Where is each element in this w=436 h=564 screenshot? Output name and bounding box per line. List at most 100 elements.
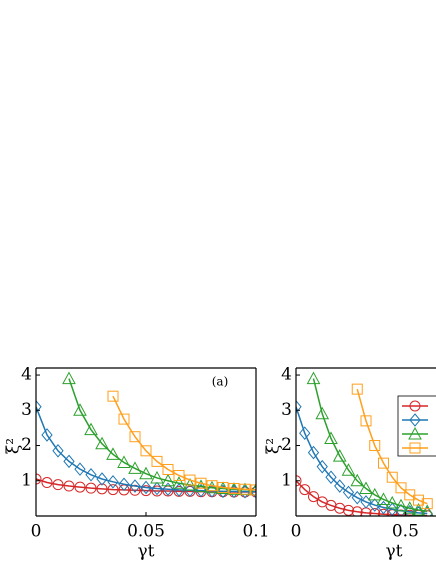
marker: [369, 440, 381, 452]
marker: [343, 504, 354, 516]
marker: [129, 431, 141, 443]
marker: [360, 415, 372, 427]
x-tick-label: 0.05: [127, 522, 165, 542]
marker: [376, 492, 391, 505]
marker: [63, 454, 75, 469]
marker: [296, 475, 302, 487]
marker: [239, 483, 251, 495]
marker: [161, 473, 175, 487]
y-tick-label: 3: [21, 400, 32, 420]
y-axis-label: ξ²: [4, 438, 24, 454]
marker: [296, 399, 302, 414]
marker: [140, 485, 152, 497]
marker: [308, 491, 319, 503]
marker: [205, 480, 219, 494]
marker: [139, 466, 153, 480]
marker: [150, 470, 164, 484]
series-line: [312, 378, 428, 513]
marker: [151, 455, 163, 467]
marker: [250, 484, 256, 496]
marker: [395, 509, 407, 516]
marker: [367, 487, 382, 501]
marker: [299, 426, 311, 440]
marker: [394, 498, 408, 512]
series-line: [36, 406, 256, 493]
marker: [342, 485, 355, 500]
marker: [413, 494, 424, 506]
marker: [332, 449, 347, 462]
marker: [386, 502, 398, 516]
marker: [183, 477, 197, 491]
marker: [341, 463, 356, 476]
marker: [129, 479, 141, 493]
marker: [36, 473, 42, 485]
marker: [41, 477, 53, 489]
marker: [162, 482, 174, 497]
marker: [73, 403, 87, 416]
plot: [296, 371, 434, 516]
marker: [63, 480, 75, 492]
marker: [377, 500, 390, 515]
marker: [96, 483, 108, 495]
marker: [52, 444, 64, 458]
marker: [315, 406, 330, 420]
marker: [351, 383, 363, 395]
marker: [306, 371, 321, 385]
marker: [85, 482, 97, 494]
marker: [151, 481, 163, 496]
marker: [228, 483, 240, 495]
marker: [307, 445, 320, 460]
marker: [85, 467, 97, 482]
marker: [84, 422, 98, 436]
x-tick-label: 0.1: [242, 522, 269, 542]
marker: [299, 484, 311, 496]
marker: [151, 485, 163, 497]
marker: [162, 463, 174, 475]
marker: [36, 399, 42, 414]
y-tick-label: 4: [281, 365, 292, 385]
marker: [385, 495, 400, 509]
marker: [118, 413, 130, 425]
marker: [411, 502, 426, 516]
y-tick-label: 3: [281, 400, 292, 420]
y-tick-label: 2: [21, 435, 32, 455]
marker: [107, 390, 119, 402]
marker: [409, 442, 421, 454]
marker: [118, 477, 130, 492]
panel-label: (a): [212, 375, 229, 389]
x-axis-label: γt: [386, 542, 403, 562]
marker: [128, 461, 142, 474]
marker: [421, 498, 433, 510]
y-tick-label: 4: [21, 365, 32, 385]
marker: [172, 476, 186, 489]
marker: [96, 472, 108, 486]
marker: [369, 508, 381, 516]
marker: [74, 481, 86, 493]
marker: [74, 462, 86, 476]
marker: [351, 490, 363, 505]
marker: [378, 457, 389, 469]
marker: [324, 431, 338, 444]
marker: [206, 480, 218, 492]
marker: [95, 436, 109, 450]
marker: [62, 371, 76, 385]
y-tick-label: 1: [281, 470, 292, 490]
marker: [409, 400, 421, 412]
marker: [107, 475, 119, 489]
marker: [316, 459, 328, 474]
marker: [408, 426, 422, 440]
x-tick-label: 0: [31, 522, 42, 542]
y-axis-label: ξ²: [264, 438, 284, 454]
x-tick-label: 0.5: [392, 522, 419, 542]
marker: [402, 501, 417, 514]
marker: [107, 484, 119, 496]
marker: [106, 447, 120, 460]
y-tick-label: 2: [281, 435, 292, 455]
series-line: [356, 388, 428, 505]
y-tick-label: 1: [21, 470, 32, 490]
marker: [184, 474, 196, 486]
marker: [206, 484, 218, 498]
plot: [36, 371, 256, 499]
marker: [52, 479, 64, 491]
